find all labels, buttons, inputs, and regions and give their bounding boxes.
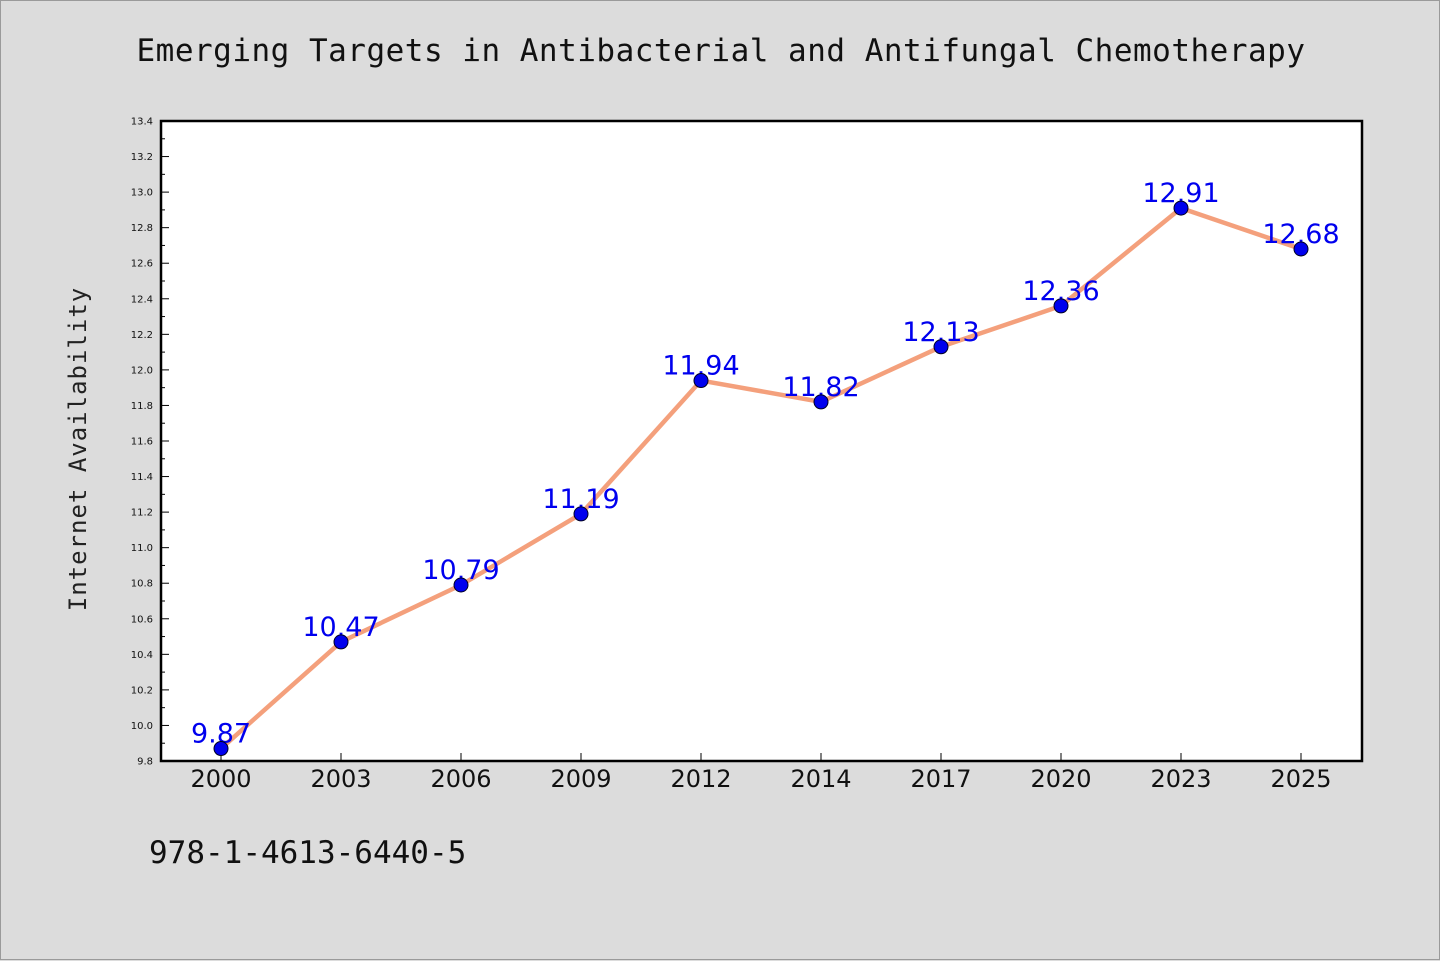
data-point [573, 506, 589, 522]
y-tick-label: 12.4 [131, 294, 153, 305]
x-tick-label: 2020 [1030, 765, 1091, 793]
y-tick-label: 11.8 [131, 401, 153, 412]
data-point [1173, 200, 1189, 216]
x-tick-label: 2025 [1270, 765, 1331, 793]
x-tick-label: 2012 [670, 765, 731, 793]
y-tick-label: 12.6 [131, 259, 153, 270]
x-tick-label: 2003 [310, 765, 371, 793]
isbn-text: 978-1-4613-6440-5 [149, 835, 467, 871]
y-tick-label: 12.0 [131, 365, 153, 376]
y-tick-label: 11.4 [131, 472, 153, 483]
y-tick-label: 12.2 [131, 330, 153, 341]
x-tick-label: 2009 [550, 765, 611, 793]
data-point [1293, 241, 1309, 257]
y-tick-label: 13.4 [131, 117, 153, 128]
plot-frame [159, 119, 1364, 763]
y-tick-label: 11.2 [131, 508, 153, 519]
y-tick-label: 13.0 [131, 188, 153, 199]
data-point [933, 339, 949, 355]
chart-title: Emerging Targets in Antibacterial and An… [136, 33, 1306, 69]
data-point [213, 741, 229, 757]
data-point [1053, 298, 1069, 314]
x-tick-label: 2023 [1150, 765, 1211, 793]
y-tick-label: 11.6 [131, 437, 153, 448]
y-tick-label: 13.2 [131, 152, 153, 163]
y-tick-label: 12.8 [131, 223, 153, 234]
y-tick-label: 10.4 [131, 650, 153, 661]
x-tick-label: 2006 [430, 765, 491, 793]
data-point [453, 577, 469, 593]
series-line [218, 205, 1304, 751]
y-tick-label: 11.0 [131, 543, 153, 554]
x-tick-label: 2014 [790, 765, 851, 793]
y-tick-label: 9.8 [137, 757, 153, 768]
x-tick-label: 2017 [910, 765, 971, 793]
data-point [693, 373, 709, 389]
x-tick-label: 2000 [190, 765, 251, 793]
data-point [813, 394, 829, 410]
y-tick-label: 10.6 [131, 614, 153, 625]
data-point [333, 634, 349, 650]
y-tick-label: 10.8 [131, 579, 153, 590]
y-tick-label: 10.0 [131, 721, 153, 732]
plot-area [161, 121, 1362, 761]
y-tick-label: 10.2 [131, 685, 153, 696]
